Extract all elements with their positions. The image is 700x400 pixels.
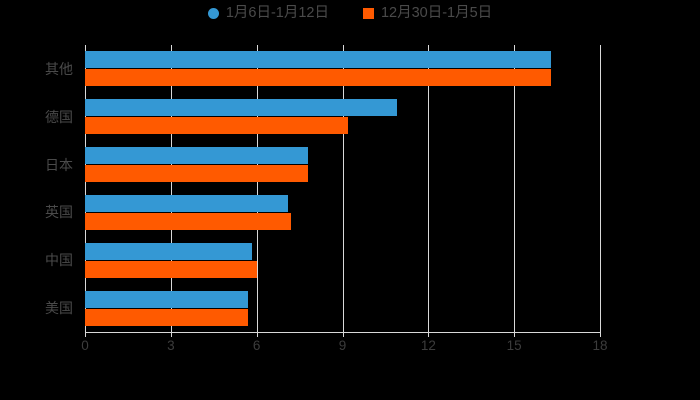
gridline-x-15 <box>514 45 516 332</box>
legend-item-series-2[interactable]: 12月30日-1月5日 <box>362 5 493 21</box>
x-axis-tick-mark <box>600 332 601 337</box>
chart-legend: 1月6日-1月12日 12月30日-1月5日 <box>0 6 700 21</box>
x-axis-tick-mark <box>85 332 86 337</box>
legend-marker-square-icon <box>362 7 374 19</box>
bar-series-1[interactable] <box>85 242 253 260</box>
x-axis-tick-label: 9 <box>338 338 347 353</box>
bar-group <box>85 51 600 87</box>
gridline-x-3 <box>170 45 172 332</box>
bar-series-2[interactable] <box>85 117 349 135</box>
plot-area <box>85 45 601 332</box>
bar-group <box>85 242 600 279</box>
gridline-x-9 <box>342 45 344 332</box>
bar-series-1[interactable] <box>85 147 309 165</box>
legend-marker-circle-icon <box>207 7 219 19</box>
gridline-x-6 <box>256 45 258 332</box>
x-axis-tick-mark <box>170 332 172 337</box>
gridline-x-0 <box>85 45 86 332</box>
bar-series-1[interactable] <box>85 290 249 308</box>
legend-label-series-1: 1月6日-1月12日 <box>225 5 329 21</box>
x-axis-tick-mark <box>256 332 258 337</box>
bar-group <box>85 290 600 327</box>
gridline-x-18 <box>600 45 601 332</box>
y-axis-tick-label: 中国 <box>45 252 73 269</box>
x-axis-tick-mark <box>428 332 430 337</box>
bar-series-2[interactable] <box>85 308 249 326</box>
bar-series-2[interactable] <box>85 69 552 87</box>
y-axis-labels: 其他德国日本英国中国美国 <box>0 45 85 332</box>
x-axis-tick-label: 15 <box>506 338 522 353</box>
x-axis-tick-label: 6 <box>252 338 261 353</box>
bar-series-2[interactable] <box>85 165 309 183</box>
bar-series-2[interactable] <box>85 212 291 230</box>
bar-group <box>85 99 600 135</box>
y-axis-tick-label: 其他 <box>45 60 73 77</box>
bar-series-1[interactable] <box>85 51 552 69</box>
x-axis-tick-label: 0 <box>81 338 89 353</box>
y-axis-tick-label: 英国 <box>45 204 73 221</box>
x-axis-tick-label: 18 <box>592 338 608 353</box>
legend-label-series-2: 12月30日-1月5日 <box>380 5 493 21</box>
y-axis-tick-label: 日本 <box>45 156 73 173</box>
x-axis-tick-mark <box>342 332 344 337</box>
bar-group <box>85 194 600 231</box>
y-axis-tick-label: 美国 <box>45 300 73 317</box>
y-axis-tick-label: 德国 <box>45 108 73 125</box>
legend-item-series-1[interactable]: 1月6日-1月12日 <box>207 5 329 21</box>
bar-series-2[interactable] <box>85 260 257 278</box>
x-axis-tick-mark <box>514 332 516 337</box>
bar-series-1[interactable] <box>85 194 289 212</box>
x-axis-tick-label: 12 <box>420 338 436 353</box>
bar-series-1[interactable] <box>85 99 397 117</box>
gridline-x-12 <box>428 45 430 332</box>
bar-group <box>85 147 600 183</box>
x-axis-tick-label: 3 <box>167 338 175 353</box>
